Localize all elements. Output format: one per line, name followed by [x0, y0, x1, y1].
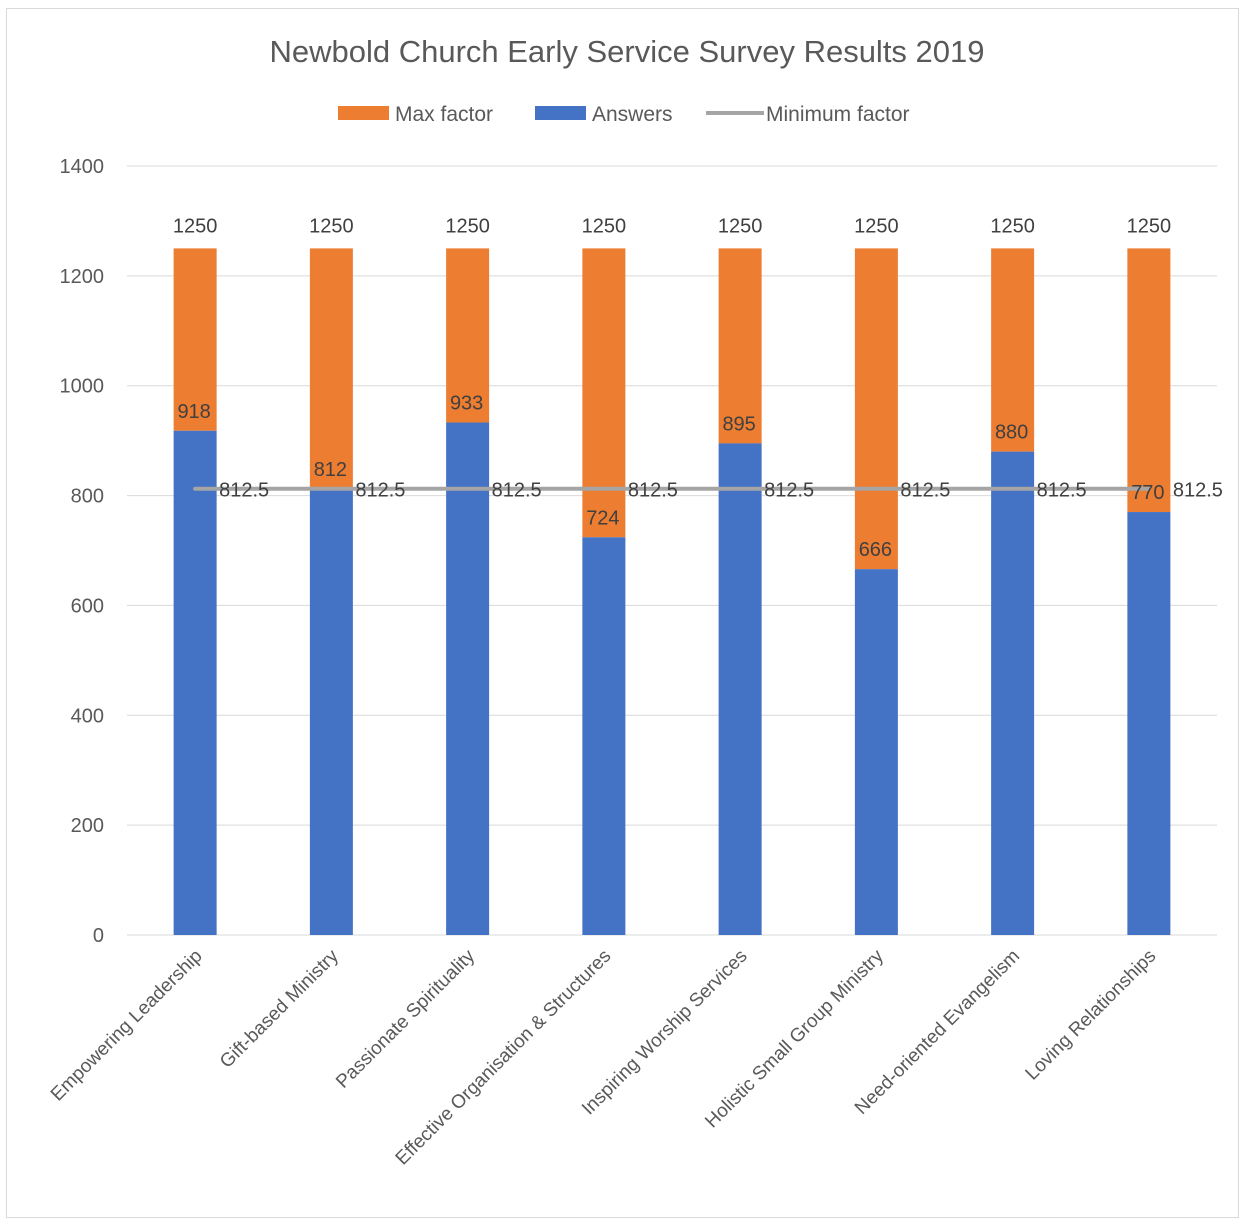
- category-label: Gift-based Ministry: [216, 945, 343, 1072]
- category-label: Empowering Leadership: [47, 946, 207, 1106]
- y-tick-label: 600: [71, 595, 104, 617]
- chart-title: Newbold Church Early Service Survey Resu…: [269, 34, 984, 69]
- label-minimum-factor: 812.5: [764, 480, 814, 502]
- label-max-factor: 1250: [718, 215, 763, 237]
- data-labels: 1250 918 1250 812 1250 933 1250 724 1250 895 1250 6…: [173, 215, 1223, 561]
- category-label: Loving Relationships: [1022, 946, 1161, 1085]
- label-minimum-factor: 812.5: [1173, 480, 1223, 502]
- bar-answers: [854, 569, 898, 935]
- category-label: Need-oriented Evangelism: [851, 946, 1024, 1119]
- legend-label: Minimum factor: [766, 103, 910, 126]
- bar-max-factor: [854, 248, 898, 570]
- gridlines: [127, 165, 1217, 936]
- bar-answers: [446, 422, 490, 935]
- y-tick-label: 0: [93, 925, 104, 947]
- bar-answers: [309, 488, 353, 935]
- bar-max-factor: [309, 248, 353, 489]
- bar-answers: [1127, 512, 1171, 935]
- bar-max-factor: [991, 248, 1035, 452]
- bar-answers: [991, 451, 1035, 935]
- category-label: Effective Organisation & Structures: [392, 946, 616, 1170]
- legend-swatch: [535, 106, 586, 120]
- label-max-factor: 1250: [990, 215, 1035, 237]
- bar-max-factor: [582, 248, 626, 538]
- label-answers: 724: [586, 507, 619, 529]
- y-tick-label: 800: [71, 486, 104, 508]
- y-tick-label: 1400: [60, 156, 105, 178]
- label-max-factor: 1250: [173, 215, 218, 237]
- legend-label: Answers: [592, 103, 673, 126]
- label-answers: 933: [450, 393, 483, 415]
- label-max-factor: 1250: [309, 215, 354, 237]
- y-tick-label: 1000: [60, 376, 105, 398]
- bar-max-factor: [718, 248, 762, 444]
- bars: [173, 248, 1171, 935]
- label-minimum-factor: 812.5: [219, 480, 269, 502]
- category-label: Passionate Spirituality: [332, 945, 479, 1092]
- label-max-factor: 1250: [582, 215, 627, 237]
- legend-swatch: [338, 106, 389, 120]
- label-max-factor: 1250: [445, 215, 490, 237]
- label-max-factor: 1250: [1127, 215, 1172, 237]
- label-answers: 812: [314, 459, 347, 481]
- label-minimum-factor: 812.5: [1037, 480, 1087, 502]
- label-answers: 880: [995, 422, 1028, 444]
- y-tick-label: 400: [71, 705, 104, 727]
- label-minimum-factor: 812.5: [628, 480, 678, 502]
- label-minimum-factor: 812.5: [492, 480, 542, 502]
- label-answers: 918: [177, 401, 210, 423]
- label-answers: 666: [859, 539, 892, 561]
- bar-max-factor: [173, 248, 217, 431]
- y-tick-label: 1200: [60, 266, 105, 288]
- legend-label: Max factor: [395, 103, 493, 126]
- legend: Max factor Answers Minimum factor: [338, 103, 910, 126]
- bar-max-factor: [1127, 248, 1171, 513]
- bar-answers: [582, 537, 626, 935]
- bar-max-factor: [446, 248, 490, 423]
- label-max-factor: 1250: [854, 215, 899, 237]
- bar-answers: [718, 443, 762, 935]
- y-tick-label: 200: [71, 815, 104, 837]
- y-axis-ticks: 0 200 400 600 800 1000 1200 1400: [60, 156, 105, 947]
- bar-answers: [173, 430, 217, 935]
- label-minimum-factor: 812.5: [355, 480, 405, 502]
- label-minimum-factor: 812.5: [900, 480, 950, 502]
- label-answers: 895: [722, 413, 755, 435]
- label-answers: 770: [1131, 482, 1164, 504]
- x-axis-categories: Empowering Leadership Gift-based Ministry…: [47, 945, 1160, 1169]
